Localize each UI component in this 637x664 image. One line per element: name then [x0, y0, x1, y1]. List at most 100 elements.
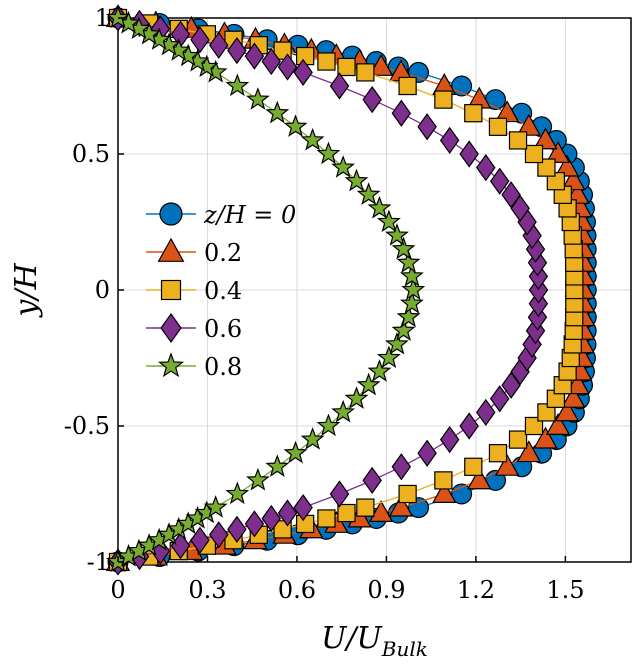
series-layer [105, 4, 597, 576]
data-point [265, 454, 290, 477]
data-point [417, 113, 437, 141]
y-tick-label: -1 [87, 548, 110, 576]
data-point [546, 172, 566, 191]
data-point [225, 481, 250, 505]
data-point [528, 289, 549, 318]
data-point [283, 114, 308, 137]
x-axis-label: U/UBulk [321, 621, 428, 661]
data-point [337, 503, 356, 523]
data-point [331, 399, 356, 423]
y-tick-label: 0 [95, 276, 110, 304]
data-point [494, 453, 520, 476]
data-point [528, 262, 549, 291]
data-point [400, 291, 424, 314]
data-point [464, 104, 483, 123]
data-point [367, 195, 392, 219]
legend-marker [157, 237, 185, 262]
data-point [300, 127, 325, 151]
data-point [362, 466, 382, 495]
data-point [388, 494, 414, 517]
data-point [244, 510, 265, 538]
legend-label: z/H = 0 [203, 201, 296, 229]
x-axis-label-main: U/U [321, 621, 383, 656]
data-point [510, 194, 530, 223]
x-axis-ticks: 0 0.3 0.6 0.9 1.2 1.5 [110, 556, 584, 604]
data-point [489, 385, 510, 413]
x-tick-label: 1.5 [546, 576, 584, 604]
data-point [362, 85, 382, 114]
data-point [508, 131, 528, 150]
data-point [561, 385, 586, 408]
data-point [203, 495, 228, 518]
data-point [537, 158, 556, 177]
data-point [533, 127, 558, 150]
data-point [434, 471, 453, 490]
data-point [261, 47, 282, 76]
legend-item-4: 0.8 [146, 352, 242, 381]
x-axis-label-subscript: Bulk [381, 637, 428, 661]
y-axis-ticks: -1 -0.5 0 0.5 1 [64, 4, 124, 576]
data-point [565, 181, 590, 204]
data-point [516, 113, 542, 136]
data-point [356, 372, 381, 396]
data-point [316, 141, 341, 165]
data-point [391, 236, 416, 260]
data-point [459, 412, 479, 440]
data-point [476, 153, 496, 182]
data-point [283, 440, 308, 464]
y-tick-label: 0.5 [72, 140, 110, 168]
data-point [209, 31, 229, 59]
data-point [261, 504, 282, 533]
data-point [400, 263, 424, 287]
data-point [337, 57, 356, 77]
data-point [385, 331, 409, 355]
data-point [554, 399, 580, 422]
data-point [545, 141, 571, 163]
data-point [434, 90, 453, 109]
data-point [467, 467, 492, 490]
data-point [329, 72, 350, 100]
data-point [244, 42, 265, 70]
legend-marker [160, 279, 182, 301]
data-point [565, 372, 590, 395]
data-point [391, 453, 412, 481]
data-point [385, 223, 409, 246]
series-4 [106, 5, 426, 573]
legend-label: 0.4 [204, 277, 242, 305]
data-point [524, 144, 544, 164]
data-point [356, 63, 375, 82]
data-point [316, 413, 341, 437]
data-point [106, 5, 130, 29]
x-tick-label: 0 [110, 576, 125, 604]
data-point [317, 52, 336, 71]
data-point [545, 413, 571, 435]
data-point [488, 117, 508, 136]
data-point [527, 303, 548, 331]
data-point [245, 87, 270, 110]
legend-item-1: 0.2 [146, 237, 242, 267]
data-point [398, 76, 417, 96]
data-point [277, 499, 298, 527]
data-point [537, 403, 556, 422]
data-point [293, 58, 313, 87]
legend: z/H = 0 0.2 0.4 0.6 0.8 [146, 201, 296, 381]
data-point [439, 126, 460, 155]
data-point [344, 386, 369, 409]
data-point [417, 439, 437, 467]
data-point [227, 37, 247, 65]
data-point [508, 430, 528, 449]
data-point [356, 498, 375, 517]
data-point [356, 182, 381, 205]
legend-label: 0.2 [204, 239, 242, 267]
legend-item-3: 0.6 [146, 312, 242, 344]
data-point [459, 140, 479, 168]
data-point [524, 416, 544, 436]
data-point [293, 493, 313, 522]
data-point [476, 398, 496, 427]
x-tick-label: 0.6 [278, 576, 316, 604]
y-tick-label: -0.5 [64, 412, 110, 440]
data-point [265, 100, 290, 124]
y-tick-label: 1 [95, 4, 110, 32]
data-point [245, 467, 270, 491]
